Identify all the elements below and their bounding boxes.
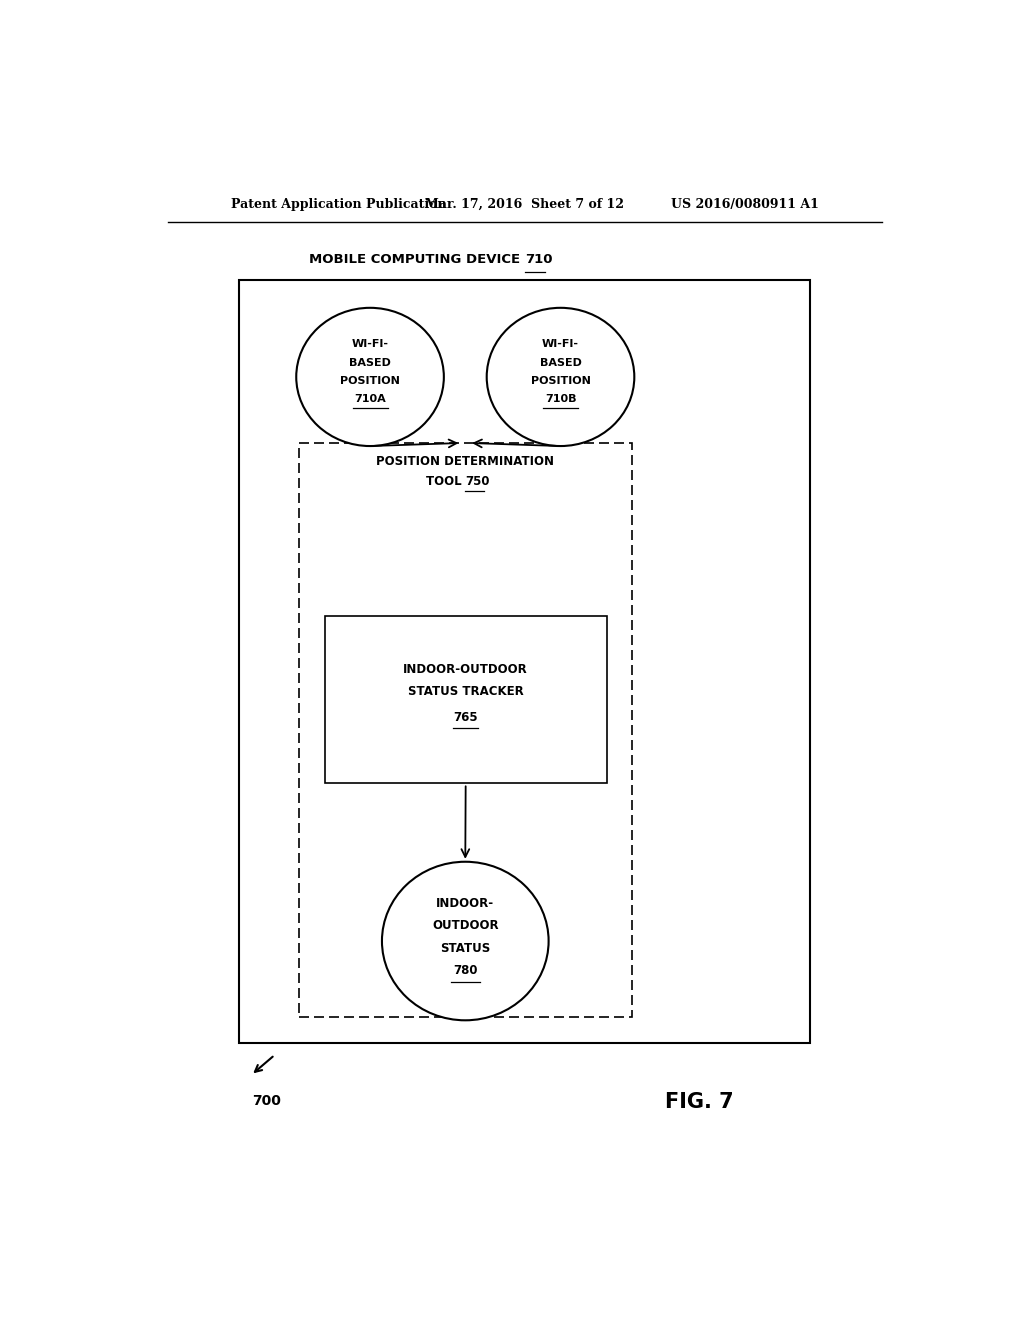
Text: Patent Application Publication: Patent Application Publication [231, 198, 446, 211]
Text: 710: 710 [524, 253, 552, 267]
Text: POSITION: POSITION [340, 376, 400, 385]
Bar [325, 615, 606, 784]
Text: Mar. 17, 2016  Sheet 7 of 12: Mar. 17, 2016 Sheet 7 of 12 [425, 198, 625, 211]
Text: STATUS TRACKER: STATUS TRACKER [408, 685, 523, 698]
Text: MOBILE COMPUTING DEVICE: MOBILE COMPUTING DEVICE [309, 253, 524, 267]
Text: 710B: 710B [545, 395, 577, 404]
Text: US 2016/0080911 A1: US 2016/0080911 A1 [671, 198, 818, 211]
Text: INDOOR-: INDOOR- [436, 896, 495, 909]
Text: 700: 700 [253, 1093, 282, 1107]
Ellipse shape [382, 862, 549, 1020]
Text: 750: 750 [465, 475, 489, 488]
Text: 765: 765 [454, 711, 478, 725]
Text: 710A: 710A [354, 395, 386, 404]
Ellipse shape [486, 308, 634, 446]
Text: INDOOR-OUTDOOR: INDOOR-OUTDOOR [403, 663, 528, 676]
Bar [240, 280, 811, 1043]
Text: POSITION: POSITION [530, 376, 591, 385]
Text: 780: 780 [453, 964, 477, 977]
Text: WI-FI-: WI-FI- [351, 339, 388, 350]
Text: POSITION DETERMINATION: POSITION DETERMINATION [376, 455, 554, 467]
Bar [299, 444, 632, 1018]
Text: TOOL: TOOL [426, 475, 465, 488]
Text: BASED: BASED [349, 358, 391, 368]
Text: STATUS: STATUS [440, 941, 490, 954]
Text: WI-FI-: WI-FI- [542, 339, 579, 350]
Text: BASED: BASED [540, 358, 582, 368]
Ellipse shape [296, 308, 443, 446]
Text: OUTDOOR: OUTDOOR [432, 919, 499, 932]
Text: FIG. 7: FIG. 7 [665, 1092, 734, 1111]
